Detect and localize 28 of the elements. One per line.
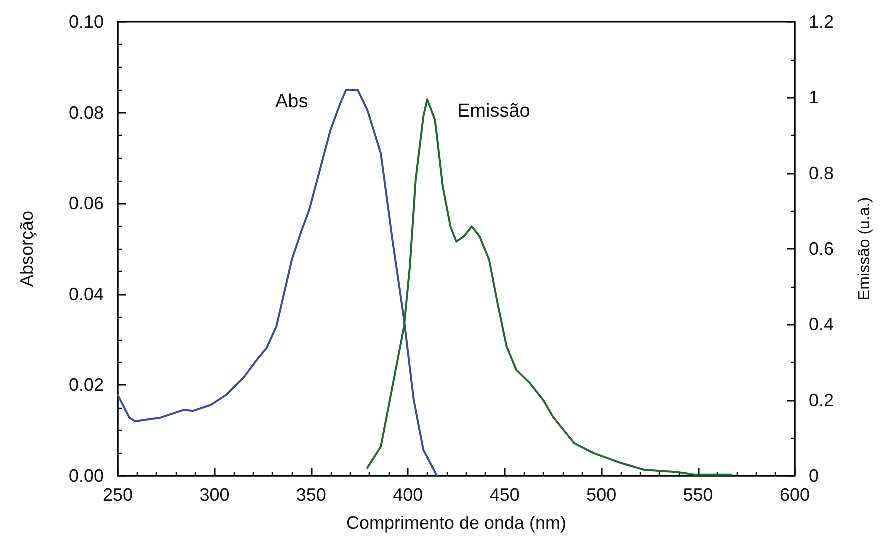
y2-tick-label: 0 bbox=[809, 466, 820, 486]
x-axis-title: Comprimento de onda (nm) bbox=[346, 513, 567, 533]
y-axis-title: Absorção bbox=[17, 210, 37, 288]
y-tick-label: 0.02 bbox=[68, 375, 104, 396]
x-tick-label: 350 bbox=[296, 485, 326, 505]
y-tick-label: 0.04 bbox=[68, 284, 104, 304]
y2-tick-label: 0.4 bbox=[809, 314, 834, 335]
y-tick-label: 0.10 bbox=[68, 12, 104, 32]
x-tick-label: 450 bbox=[490, 485, 520, 505]
y2-tick-label: 0.8 bbox=[809, 163, 834, 184]
x-tick-label: 250 bbox=[102, 485, 134, 505]
series-label: Emissão bbox=[457, 101, 530, 122]
y2-tick-label: 1.2 bbox=[809, 12, 834, 32]
y2-tick-label: 1 bbox=[809, 88, 820, 108]
line-series bbox=[366, 98, 732, 476]
line-series bbox=[117, 89, 438, 477]
y2-tick-label: 0.6 bbox=[809, 239, 834, 259]
y-tick-label: 0.08 bbox=[68, 102, 104, 123]
x-tick-label: 400 bbox=[393, 485, 424, 505]
y-tick-label: 0.06 bbox=[68, 194, 104, 214]
x-tick-label: 300 bbox=[200, 485, 230, 505]
y-tick-label: 0.00 bbox=[68, 466, 104, 486]
x-tick-label: 500 bbox=[586, 485, 617, 505]
x-tick-label: 550 bbox=[683, 485, 714, 505]
x-tick-label: 600 bbox=[780, 485, 810, 505]
y2-tick-label: 0.2 bbox=[809, 390, 834, 410]
y2-axis-title: Emissão (u.a.) bbox=[856, 197, 874, 301]
series-label: Abs bbox=[275, 92, 308, 113]
